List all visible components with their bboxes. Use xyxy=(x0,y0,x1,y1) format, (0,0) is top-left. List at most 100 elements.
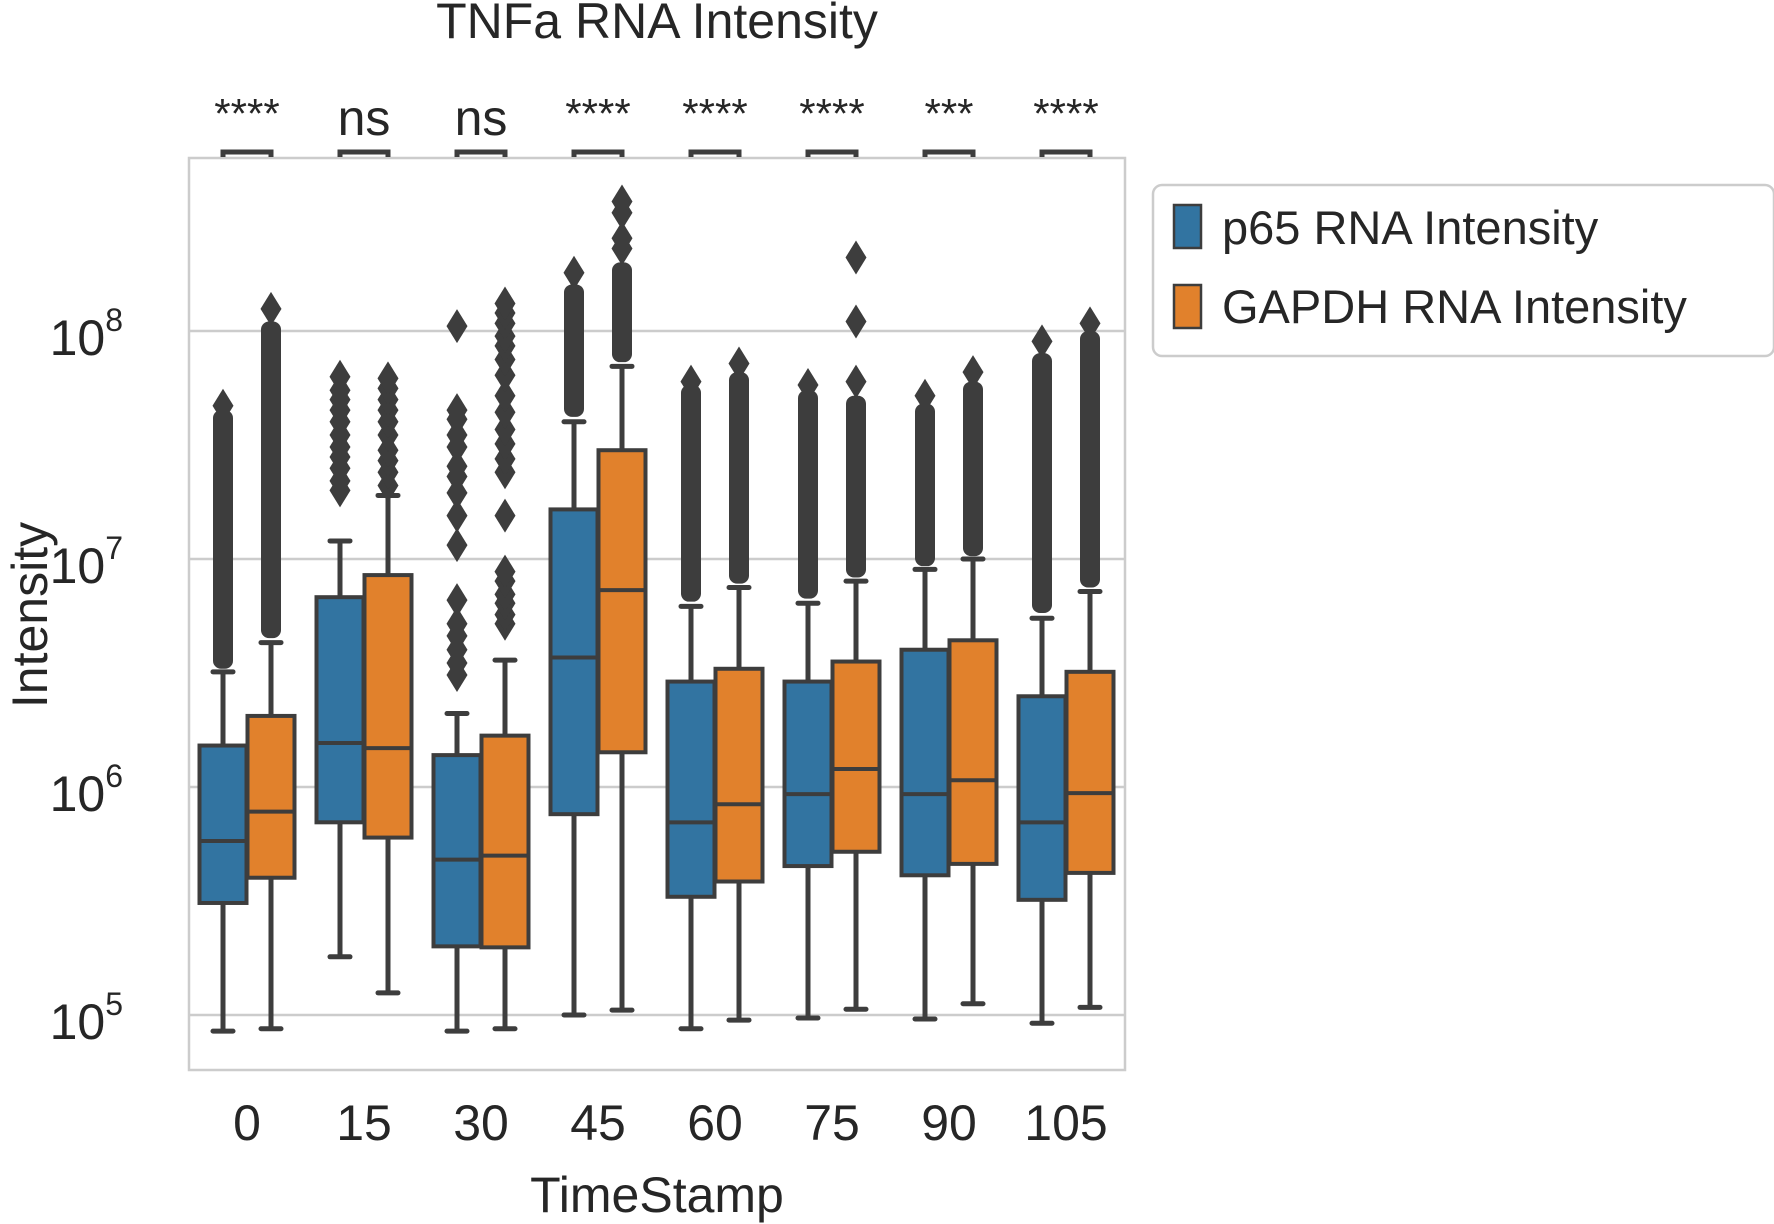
box xyxy=(548,507,600,817)
outlier-point xyxy=(680,364,702,399)
outlier-point xyxy=(446,528,468,563)
outlier-cluster xyxy=(213,410,233,669)
box xyxy=(431,753,483,949)
outlier-point xyxy=(914,378,936,413)
legend-swatch-p65 xyxy=(1172,203,1203,250)
y-tick-base: 10 xyxy=(50,310,106,366)
outlier-cluster xyxy=(1032,353,1052,613)
significance-bracket xyxy=(922,149,976,157)
outlier-cluster xyxy=(963,381,983,557)
x-tick-label: 30 xyxy=(453,1095,509,1151)
significance-bracket xyxy=(220,149,274,157)
x-tick-label: 45 xyxy=(570,1095,626,1151)
outlier-point xyxy=(845,364,867,399)
significance-label: ns xyxy=(455,90,508,146)
x-tick-label: 60 xyxy=(687,1095,743,1151)
significance-label: ns xyxy=(338,90,391,146)
box-group xyxy=(314,359,366,960)
box xyxy=(899,647,951,878)
outlier-cluster xyxy=(612,262,632,363)
box-group xyxy=(197,388,249,1034)
box-group xyxy=(782,367,834,1021)
chart-title: TNFa RNA Intensity xyxy=(436,0,878,49)
outlier-point xyxy=(1031,324,1053,359)
y-tick-base: 10 xyxy=(50,766,106,822)
box-group xyxy=(596,184,648,1013)
outlier-cluster xyxy=(846,395,866,578)
outlier-cluster xyxy=(681,384,701,602)
box xyxy=(314,595,366,825)
significance-label: **** xyxy=(565,90,630,137)
y-tick-exponent: 7 xyxy=(105,530,123,566)
y-tick-label: 107 xyxy=(50,530,123,594)
outlier-point xyxy=(446,393,468,428)
outlier-cluster xyxy=(1080,331,1100,588)
significance-bracket xyxy=(571,149,625,157)
box-group xyxy=(479,286,531,1032)
outlier-point xyxy=(260,291,282,326)
legend-swatch-gapdh xyxy=(1172,283,1203,330)
outlier-cluster xyxy=(261,321,281,639)
x-axis-label: TimeStamp xyxy=(530,1167,784,1223)
box-group xyxy=(947,355,999,1007)
y-tick-base: 10 xyxy=(50,538,106,594)
y-tick-exponent: 5 xyxy=(105,986,123,1022)
box xyxy=(1016,694,1068,902)
box xyxy=(479,733,531,950)
outlier-point xyxy=(446,606,468,641)
significance-bracket xyxy=(337,149,391,157)
box-group xyxy=(362,361,414,996)
outlier-point xyxy=(1079,306,1101,341)
outlier-point xyxy=(446,309,468,344)
significance-label: *** xyxy=(924,90,973,137)
significance-label: **** xyxy=(1033,90,1098,137)
box-group xyxy=(713,346,765,1023)
legend-label-gapdh: GAPDH RNA Intensity xyxy=(1222,280,1687,333)
box xyxy=(830,659,882,854)
significance-annotations: **** ns ns **** **** **** *** **** xyxy=(214,90,1099,157)
x-tick-label: 75 xyxy=(804,1095,860,1151)
outlier-point xyxy=(611,221,633,256)
box xyxy=(245,713,297,880)
box-group xyxy=(899,378,951,1022)
box-group xyxy=(548,255,600,1018)
box xyxy=(596,448,648,755)
outlier-point xyxy=(563,255,585,290)
outlier-cluster xyxy=(729,372,749,584)
box xyxy=(665,679,717,899)
outlier-point xyxy=(494,498,516,533)
outlier-point xyxy=(611,184,633,219)
legend: p65 RNA Intensity GAPDH RNA Intensity xyxy=(1151,183,1774,358)
outlier-point xyxy=(797,367,819,402)
legend-label-p65: p65 RNA Intensity xyxy=(1222,201,1599,254)
x-tick-label: 0 xyxy=(233,1095,261,1151)
outlier-cluster xyxy=(798,390,818,599)
outlier-point xyxy=(494,378,516,413)
significance-label: **** xyxy=(799,90,864,137)
box-layer xyxy=(197,184,1116,1034)
y-tick-exponent: 6 xyxy=(105,758,123,794)
significance-label: **** xyxy=(214,90,279,137)
outlier-point xyxy=(494,286,516,321)
box-group xyxy=(665,364,717,1032)
x-tick-label: 105 xyxy=(1024,1095,1107,1151)
outlier-point xyxy=(845,240,867,275)
outlier-point xyxy=(728,346,750,381)
box-group xyxy=(1016,324,1068,1026)
significance-label: **** xyxy=(682,90,747,137)
y-tick-label: 105 xyxy=(50,986,123,1050)
box-group xyxy=(431,309,483,1034)
box xyxy=(1064,669,1116,875)
significance-bracket xyxy=(1039,149,1093,157)
x-tick-labels: 0 15 30 45 60 75 90 105 xyxy=(233,1095,1108,1151)
significance-bracket xyxy=(805,149,859,157)
y-tick-base: 10 xyxy=(50,994,106,1050)
x-tick-label: 90 xyxy=(921,1095,977,1151)
box xyxy=(713,666,765,884)
y-tick-label: 106 xyxy=(50,758,123,822)
significance-bracket xyxy=(454,149,508,157)
x-tick-label: 15 xyxy=(336,1095,392,1151)
y-tick-label: 108 xyxy=(50,302,123,366)
